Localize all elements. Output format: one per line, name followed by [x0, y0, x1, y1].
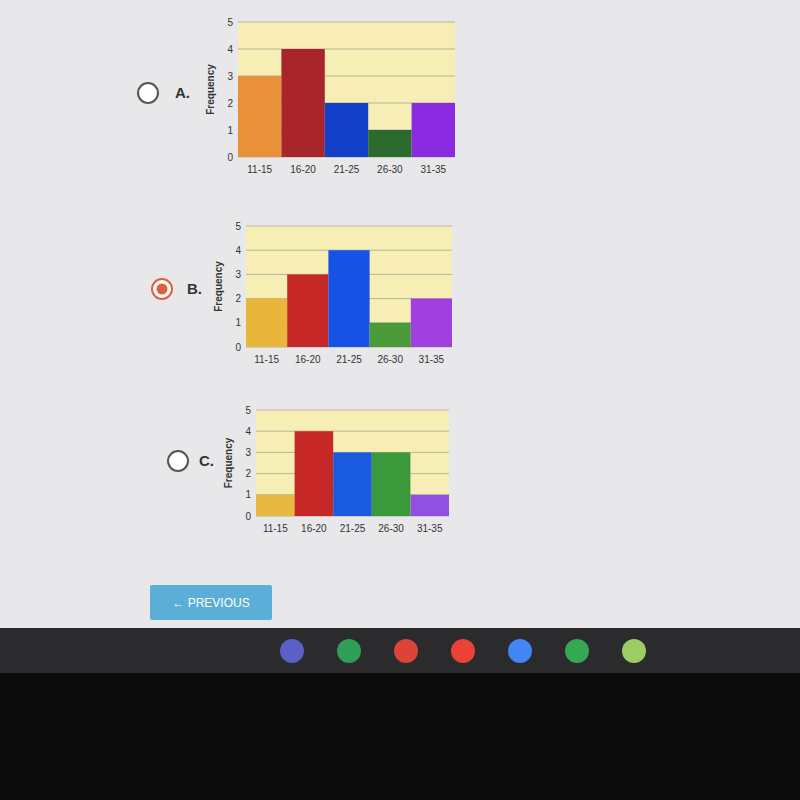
tick-label: 1 [235, 317, 241, 328]
category-label: 16-20 [295, 354, 321, 365]
button-text: ← PREVIOUS [172, 596, 249, 610]
bezel [0, 673, 800, 800]
bar [411, 299, 452, 347]
taskbar-icon [508, 639, 532, 663]
tick-label: 5 [235, 221, 241, 232]
category-label: 16-20 [290, 164, 316, 175]
bar [372, 452, 411, 516]
tick-label: 1 [245, 489, 251, 500]
taskbar-icon [280, 639, 304, 663]
bars [238, 49, 455, 157]
category-label: 26-30 [378, 523, 404, 534]
screen [0, 0, 800, 630]
tick-label: 4 [235, 245, 241, 256]
bar [368, 130, 411, 157]
plot-area [256, 410, 449, 516]
category-label: 21-25 [334, 164, 360, 175]
category-label: 11-15 [263, 523, 288, 534]
bar [410, 495, 449, 516]
category-label: 26-30 [377, 164, 403, 175]
category-label: 11-15 [247, 164, 272, 175]
plot-area [238, 22, 455, 157]
page: 0 1 2 3 4 5 Frequency 11-15 16-20 21-25 26-30 31-35… [0, 0, 800, 800]
option-label: B. [187, 280, 202, 297]
taskbar-icon [394, 639, 418, 663]
chart: 0 1 2 3 4 5 Frequency 11-15 16-20 21-25 26-30 31-35 [223, 405, 449, 535]
category-label: 11-15 [254, 354, 279, 365]
tick-label: 3 [227, 71, 233, 82]
bar [281, 49, 324, 157]
bar [256, 495, 295, 516]
bar [328, 250, 369, 347]
tick-label: 0 [227, 152, 233, 163]
bar [333, 452, 372, 516]
taskbar [0, 628, 800, 673]
tick-label: 4 [245, 426, 251, 437]
tick-label: 3 [235, 269, 241, 280]
axis-label: Frequency [223, 437, 234, 488]
grid-line [238, 22, 455, 23]
tick-label: 5 [227, 17, 233, 28]
radio-button[interactable] [138, 83, 158, 103]
taskbar-icon [337, 639, 361, 663]
grid-line [246, 226, 452, 227]
tick-label: 5 [245, 405, 251, 416]
tick-label: 2 [245, 468, 251, 479]
radio-dot [157, 284, 168, 295]
tick-label: 3 [245, 447, 251, 458]
bar [412, 103, 455, 157]
previous-button[interactable] [150, 585, 272, 620]
tick-label: 4 [227, 44, 233, 55]
chart: 0 1 2 3 4 5 Frequency 11-15 16-20 21-25 26-30 31-35 [205, 17, 455, 176]
axis-label: Frequency [213, 261, 224, 312]
category-label: 21-25 [340, 523, 366, 534]
bar [246, 299, 287, 347]
category-label: 16-20 [301, 523, 327, 534]
bars [246, 250, 452, 347]
grid-line [256, 431, 449, 432]
grid-line [238, 49, 455, 50]
bar [287, 274, 328, 347]
tick-label: 2 [227, 98, 233, 109]
taskbar-icon [451, 639, 475, 663]
grid-line [256, 410, 449, 411]
plot-area [246, 226, 452, 347]
category-label: 31-35 [421, 164, 447, 175]
category-label: 26-30 [377, 354, 403, 365]
bar [370, 323, 411, 347]
radio-button[interactable] [152, 279, 172, 299]
category-label: 31-35 [417, 523, 443, 534]
bar [295, 431, 334, 516]
taskbar-icon [622, 639, 646, 663]
bar [238, 76, 281, 157]
tick-label: 0 [245, 511, 251, 522]
tick-label: 2 [235, 293, 241, 304]
tick-label: 1 [227, 125, 233, 136]
axis-label: Frequency [205, 64, 216, 115]
category-label: 21-25 [336, 354, 362, 365]
chart: 0 1 2 3 4 5 Frequency 11-15 16-20 21-25 26-30 31-35 [213, 221, 452, 366]
category-label: 31-35 [419, 354, 445, 365]
tick-label: 0 [235, 342, 241, 353]
taskbar-icon [565, 639, 589, 663]
option-label: C. [199, 452, 214, 469]
bars [256, 431, 449, 516]
option-label: A. [175, 84, 190, 101]
radio-button[interactable] [168, 451, 188, 471]
bar [325, 103, 368, 157]
